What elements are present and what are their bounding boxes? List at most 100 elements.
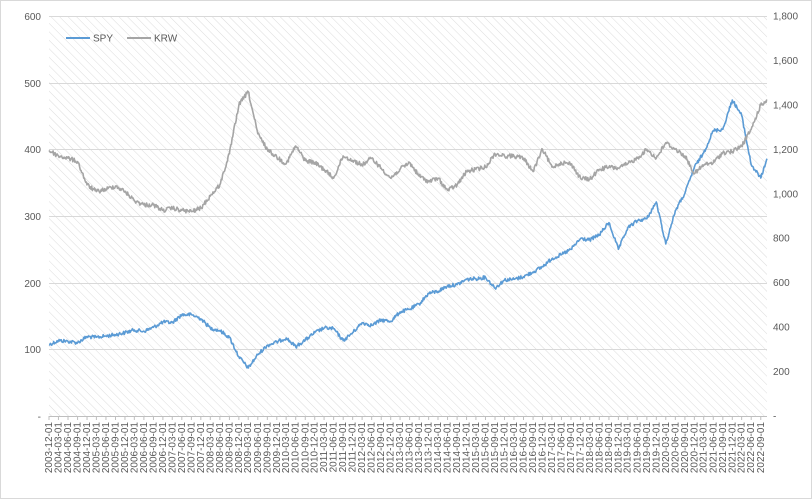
y-right-tick-label: 1,000	[773, 189, 798, 200]
x-tick-label: 2021-03-01	[699, 422, 710, 474]
x-tick-label: 2004-06-01	[63, 422, 74, 474]
x-tick-label: 2015-06-01	[480, 422, 491, 474]
x-tick-label: 2016-09-01	[528, 422, 539, 474]
x-tick-label: 2005-09-01	[111, 422, 122, 474]
legend-label-spy: SPY	[93, 34, 113, 45]
x-tick-label: 2005-06-01	[101, 422, 112, 474]
x-tick-label: 2004-09-01	[73, 422, 84, 474]
y-left-tick-label: 500	[24, 79, 41, 90]
x-tick-label: 2018-09-01	[604, 422, 615, 474]
x-tick-label: 2007-06-01	[177, 422, 188, 474]
x-tick-label: 2005-03-01	[91, 422, 102, 474]
x-tick-label: 2009-06-01	[253, 422, 264, 474]
x-tick-label: 2022-03-01	[737, 422, 748, 474]
y-axis-right: - 200 400 600 800 1,000 1,200 1,400 1,600 1,800	[773, 12, 798, 423]
y-left-tick-label: 300	[24, 212, 41, 223]
x-tick-label: 2016-06-01	[519, 422, 530, 474]
x-tick-label: 2006-09-01	[148, 422, 159, 474]
x-tick-label: 2010-03-01	[281, 422, 292, 474]
x-tick-label: 2006-12-01	[158, 422, 169, 474]
x-tick-label: 2008-03-01	[205, 422, 216, 474]
x-tick-label: 2010-12-01	[310, 422, 321, 474]
x-tick-label: 2011-06-01	[329, 422, 340, 473]
x-tick-label: 2010-06-01	[291, 422, 302, 474]
y-right-tick-label: -	[773, 412, 776, 423]
y-axis-left: - 100 200 300 400 500 600	[24, 12, 41, 423]
x-tick-label: 2013-09-01	[414, 422, 425, 474]
y-right-tick-label: 400	[773, 323, 790, 334]
x-tick-label: 2022-09-01	[756, 422, 767, 474]
y-right-tick-label: 1,400	[773, 100, 798, 111]
x-tick-label: 2006-06-01	[139, 422, 150, 474]
x-tick-label: 2014-09-01	[452, 422, 463, 474]
x-tick-label: 2015-09-01	[490, 422, 501, 474]
x-tick-label: 2021-06-01	[708, 422, 719, 474]
y-left-tick-label: -	[38, 412, 41, 423]
x-tick-label: 2004-12-01	[82, 422, 93, 474]
y-right-tick-label: 800	[773, 234, 790, 245]
legend-label-krw: KRW	[154, 34, 178, 45]
x-tick-label: 2014-03-01	[433, 422, 444, 474]
y-right-tick-label: 600	[773, 278, 790, 289]
x-tick-label: 2017-12-01	[575, 422, 586, 474]
x-tick-label: 2008-12-01	[234, 422, 245, 474]
x-tick-label: 2008-06-01	[215, 422, 226, 474]
x-tick-label: 2013-06-01	[405, 422, 416, 474]
x-tick-label: 2012-09-01	[376, 422, 387, 474]
x-tick-label: 2018-06-01	[594, 422, 605, 474]
x-tick-label: 2014-12-01	[462, 422, 473, 474]
x-tick-label: 2008-09-01	[224, 422, 235, 474]
x-tick-label: 2020-03-01	[661, 422, 672, 474]
x-tick-label: 2017-09-01	[566, 422, 577, 474]
x-tick-label: 2009-03-01	[243, 422, 254, 474]
x-tick-label: 2013-03-01	[395, 422, 406, 474]
x-tick-label: 2012-06-01	[367, 422, 378, 474]
y-right-tick-label: 1,800	[773, 12, 798, 23]
x-tick-label: 2021-12-01	[727, 422, 738, 474]
y-left-tick-label: 400	[24, 145, 41, 156]
x-tick-label: 2011-09-01	[338, 422, 349, 473]
x-tick-label: 2009-09-01	[262, 422, 273, 474]
x-tick-label: 2004-03-01	[53, 422, 64, 474]
x-tick-label: 2020-12-01	[689, 422, 700, 474]
x-tick-label: 2022-06-01	[746, 422, 757, 474]
x-tick-label: 2013-12-01	[424, 422, 435, 474]
x-tick-label: 2011-12-01	[348, 422, 359, 473]
x-tick-label: 2012-12-01	[386, 422, 397, 474]
x-tick-label: 2016-03-01	[509, 422, 520, 474]
x-tick-label: 2009-12-01	[272, 422, 283, 474]
x-axis: 2003-12-012004-03-012004-06-012004-09-01…	[44, 416, 767, 473]
y-right-tick-label: 1,600	[773, 56, 798, 67]
x-tick-label: 2015-03-01	[471, 422, 482, 474]
x-tick-label: 2005-12-01	[120, 422, 131, 474]
x-tick-label: 2015-12-01	[499, 422, 510, 474]
series-line-spy	[48, 99, 768, 369]
x-tick-label: 2016-12-01	[538, 422, 549, 474]
series-layer	[48, 90, 768, 369]
x-tick-label: 2017-06-01	[556, 422, 567, 474]
x-tick-label: 2011-03-01	[319, 422, 330, 473]
series-line-krw	[48, 90, 768, 214]
x-tick-label: 2020-09-01	[680, 422, 691, 474]
x-tick-label: 2014-06-01	[443, 422, 454, 474]
x-tick-label: 2007-09-01	[186, 422, 197, 474]
x-tick-label: 2003-12-01	[44, 422, 55, 474]
x-tick-label: 2006-03-01	[129, 422, 140, 474]
y-left-tick-label: 200	[24, 279, 41, 290]
x-tick-label: 2007-12-01	[196, 422, 207, 474]
x-tick-label: 2018-12-01	[613, 422, 624, 474]
x-tick-label: 2018-03-01	[585, 422, 596, 474]
x-tick-label: 2021-09-01	[718, 422, 729, 474]
x-tick-label: 2012-03-01	[357, 422, 368, 474]
y-right-tick-label: 1,200	[773, 145, 798, 156]
x-tick-label: 2010-09-01	[300, 422, 311, 474]
x-tick-label: 2020-06-01	[670, 422, 681, 474]
x-tick-label: 2019-03-01	[623, 422, 634, 474]
y-left-tick-label: 600	[24, 12, 41, 23]
x-tick-label: 2017-03-01	[547, 422, 558, 474]
y-right-tick-label: 200	[773, 367, 790, 378]
x-tick-label: 2019-09-01	[642, 422, 653, 474]
legend: SPY KRW	[66, 34, 178, 45]
y-left-tick-label: 100	[24, 345, 41, 356]
